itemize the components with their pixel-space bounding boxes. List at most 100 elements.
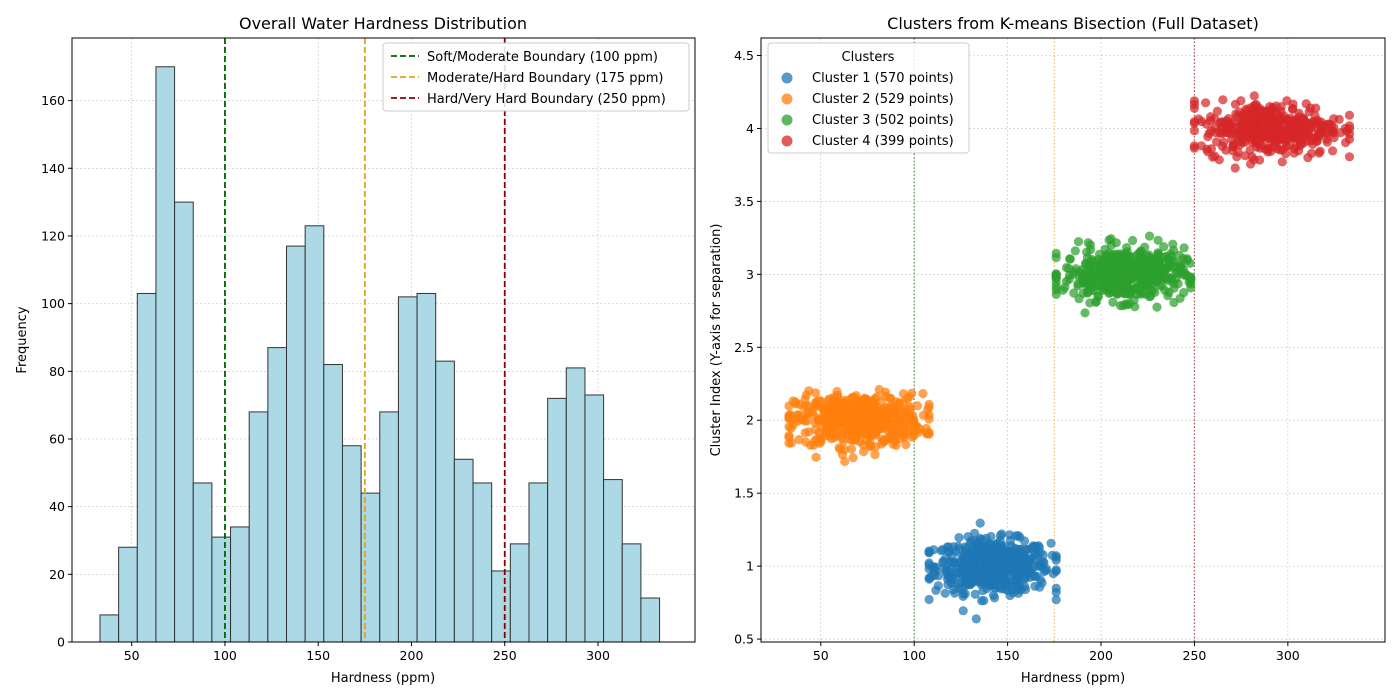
- scatter-point: [973, 541, 983, 552]
- scatter-panel: 50 100 150 200 250 300 0.5 1 1.5 2 2.5 3 3.5 4 4.5 Cl…: [709, 14, 1386, 686]
- scatter-point: [850, 419, 861, 429]
- scatter-point: [940, 588, 950, 598]
- scatter-point: [1286, 116, 1296, 126]
- scatter-point: [852, 430, 862, 441]
- scatter-point: [1119, 271, 1129, 281]
- scatter-point: [1051, 583, 1061, 593]
- scatter-point: [1176, 262, 1186, 272]
- y-tick-label: 100: [41, 296, 65, 311]
- scatter-point: [1122, 243, 1132, 253]
- scatter-point: [800, 394, 810, 405]
- scatter-point: [1153, 235, 1163, 245]
- scatter-point: [1246, 133, 1256, 143]
- histogram-title: Overall Water Hardness Distribution: [239, 14, 527, 33]
- scatter-point: [997, 529, 1007, 539]
- scatter-point: [971, 614, 981, 624]
- scatter-point: [787, 438, 797, 448]
- scatter-point: [924, 560, 934, 570]
- scatter-point: [811, 398, 821, 408]
- scatter-point: [1258, 116, 1268, 126]
- scatter-point: [874, 421, 884, 431]
- scatter-point: [942, 542, 952, 552]
- scatter-point: [1277, 157, 1287, 167]
- scatter-point: [1295, 119, 1305, 129]
- scatter-point: [1000, 584, 1010, 594]
- legend-label-cluster-4: Cluster 4 (399 points): [812, 134, 954, 149]
- scatter-point: [1161, 251, 1171, 261]
- scatter-point: [1264, 143, 1274, 154]
- scatter-point: [1204, 128, 1214, 139]
- scatter-point: [1145, 276, 1155, 286]
- x-tick-label: 150: [996, 648, 1020, 663]
- scatter-point: [989, 593, 1000, 603]
- scatter-point: [1218, 95, 1228, 105]
- scatter-point: [1102, 264, 1112, 274]
- scatter-point: [1341, 138, 1351, 148]
- scatter-point: [858, 440, 868, 450]
- scatter-point: [1314, 131, 1324, 141]
- x-tick-label: 300: [586, 648, 610, 663]
- histogram-x-label: Hardness (ppm): [331, 671, 435, 686]
- scatter-point: [1261, 107, 1271, 117]
- scatter-point: [857, 402, 867, 413]
- y-tick-label: 40: [49, 499, 65, 514]
- scatter-point: [1233, 147, 1243, 157]
- y-tick-label: 140: [41, 161, 65, 176]
- scatter-point: [984, 538, 994, 549]
- scatter-point: [1005, 530, 1015, 540]
- scatter-point: [1303, 153, 1313, 163]
- histogram-bar: [603, 479, 623, 643]
- scatter-point: [947, 579, 957, 589]
- scatter-point: [1083, 238, 1093, 248]
- scatter-point: [1294, 133, 1304, 143]
- scatter-point: [1051, 595, 1061, 605]
- scatter-point: [1081, 259, 1091, 270]
- scatter-point: [1051, 555, 1061, 565]
- scatter-point: [814, 438, 825, 448]
- scatter-point: [1159, 242, 1169, 252]
- scatter-point: [793, 410, 803, 420]
- scatter-point: [1219, 137, 1229, 147]
- scatter-point: [1051, 565, 1061, 575]
- scatter-point: [924, 410, 934, 420]
- scatter-point: [846, 444, 857, 454]
- scatter-point: [912, 401, 923, 411]
- histogram-bar: [528, 482, 549, 643]
- scatter-point: [1294, 112, 1304, 122]
- scatter-point: [1065, 254, 1075, 264]
- scatter-point: [859, 447, 869, 457]
- scatter-point: [1141, 269, 1151, 279]
- scatter-point: [1212, 137, 1222, 147]
- scatter-point: [838, 436, 849, 446]
- histogram-y-ticks: 0 20 40 60 80 100 120 140 160: [41, 93, 72, 650]
- histogram-bar: [491, 570, 511, 643]
- scatter-point: [910, 421, 920, 431]
- scatter-point: [1026, 544, 1036, 554]
- histogram-bar: [360, 492, 381, 643]
- legend-label-cluster-2: Cluster 2 (529 points): [812, 92, 954, 107]
- histogram-bar: [453, 458, 474, 643]
- scatter-point: [1306, 135, 1316, 146]
- scatter-point: [1149, 265, 1159, 275]
- scatter-point: [857, 412, 868, 422]
- y-tick-label: 3.5: [734, 194, 754, 209]
- scatter-point: [1303, 118, 1313, 129]
- scatter-point: [810, 388, 821, 398]
- histogram-bar: [547, 397, 567, 643]
- scatter-point: [1169, 297, 1179, 308]
- scatter-point: [1327, 126, 1338, 136]
- y-tick-label: 3: [746, 267, 754, 282]
- scatter-point: [1216, 117, 1227, 127]
- scatter-point: [1012, 567, 1023, 577]
- legend-label-cluster-1: Cluster 1 (570 points): [812, 71, 954, 86]
- scatter-point: [1258, 132, 1268, 142]
- scatter-point: [1114, 281, 1125, 292]
- scatter-point: [991, 580, 1001, 590]
- scatter-point: [924, 548, 934, 558]
- histogram-bar: [155, 66, 176, 643]
- scatter-point: [871, 442, 881, 452]
- scatter-point: [1214, 155, 1224, 165]
- scatter-point: [1030, 581, 1040, 591]
- scatter-point: [1182, 270, 1192, 281]
- scatter-point: [902, 394, 912, 404]
